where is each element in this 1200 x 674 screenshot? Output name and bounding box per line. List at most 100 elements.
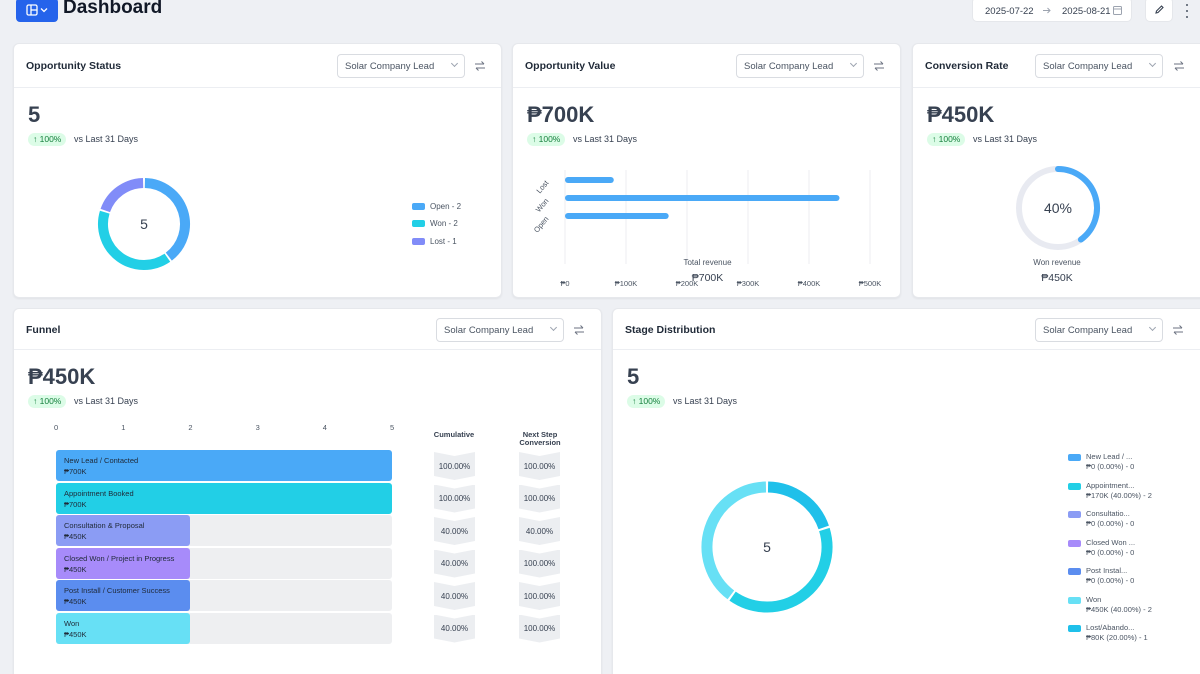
card-title: Conversion Rate: [925, 60, 1009, 72]
donut-slice-won[interactable]: [98, 210, 171, 270]
bar-lost[interactable]: [565, 177, 614, 183]
chart-caption-value: ₱700K: [691, 272, 724, 284]
edit-dashboard-button[interactable]: [1145, 0, 1173, 22]
cumulative-cell: 100.00%: [434, 485, 475, 513]
funnel-stage-bar[interactable]: Appointment Booked ₱700K: [56, 482, 392, 514]
donut-slice-lost[interactable]: [100, 178, 144, 213]
stage-legend-item[interactable]: Closed Won ... ₱0 (0.00%) - 0: [1068, 538, 1168, 560]
next-step-cell: 100.00%: [519, 452, 560, 480]
card-header: Stage Distribution Solar Company Lead: [613, 309, 1200, 350]
conversion-rate-card: Conversion Rate Solar Company Lead ₱450K…: [912, 43, 1200, 298]
stage-legend-item[interactable]: Consultatio... ₱0 (0.00%) - 0: [1068, 509, 1168, 531]
opportunity-status-card: Opportunity Status Solar Company Lead 5 …: [13, 43, 502, 298]
funnel-stage-bar[interactable]: Post Install / Customer Success ₱450K: [56, 580, 191, 611]
cumulative-cell: 40.00%: [434, 550, 475, 578]
swap-arrows-icon[interactable]: [1172, 324, 1184, 336]
swap-arrows-icon[interactable]: [474, 60, 486, 72]
stage-legend-item[interactable]: Post Instal... ₱0 (0.00%) - 0: [1068, 566, 1168, 588]
layout-switcher-button[interactable]: [16, 0, 58, 22]
donut-slice-won[interactable]: [701, 481, 767, 600]
legend-swatch: [412, 238, 425, 245]
more-options-icon[interactable]: [1184, 4, 1190, 18]
swap-arrows-icon[interactable]: [1173, 60, 1185, 72]
legend-swatch: [412, 220, 425, 227]
donut-slice-appointment-[interactable]: [729, 527, 833, 613]
legend-swatch: [1068, 454, 1081, 461]
chart-caption: Won revenue: [1033, 258, 1081, 267]
change-badge: ↑ 100%: [527, 133, 566, 146]
next-step-cell: 100.00%: [519, 485, 560, 513]
bar-open[interactable]: [565, 213, 669, 219]
funnel-axis-tick: 0: [54, 423, 59, 432]
card-title: Funnel: [26, 324, 61, 336]
funnel-axis-tick: 3: [255, 423, 260, 432]
x-tick-label: ₱0: [560, 279, 569, 288]
donut-slice-open[interactable]: [144, 178, 190, 261]
legend-swatch: [1068, 482, 1081, 490]
pipeline-select[interactable]: Solar Company Lead: [337, 54, 465, 78]
date-range-picker[interactable]: 2025-07-22 2025-08-21: [972, 0, 1132, 22]
pipeline-select[interactable]: Solar Company Lead: [736, 54, 864, 78]
calendar-icon: [1113, 6, 1122, 15]
cumulative-cell: 40.00%: [434, 582, 475, 610]
page-title: Dashboard: [63, 0, 163, 18]
funnel-stage-bar[interactable]: New Lead / Contacted ₱700K: [56, 450, 392, 481]
bar-won[interactable]: [565, 195, 840, 201]
chevron-down-icon: [849, 59, 858, 68]
cumulative-cell: 100.00%: [434, 452, 475, 480]
card-header: Funnel Solar Company Lead: [14, 309, 601, 350]
funnel-stage-amount: ₱450K: [64, 564, 87, 574]
pipeline-select[interactable]: Solar Company Lead: [1035, 318, 1163, 342]
pipeline-select[interactable]: Solar Company Lead: [1035, 54, 1163, 78]
funnel-stage-name: New Lead / Contacted: [64, 456, 139, 465]
top-bar: Dashboard 2025-07-22 2025-08-21: [0, 0, 1200, 28]
x-tick-label: ₱500K: [859, 279, 882, 288]
pipeline-select[interactable]: Solar Company Lead: [436, 318, 564, 342]
x-tick-label: ₱300K: [737, 279, 760, 288]
comparison-text: vs Last 31 Days: [973, 134, 1038, 144]
stage-legend-item[interactable]: New Lead / ... ₱0 (0.00%) - 0: [1068, 452, 1168, 474]
conversion-gauge: 40%: [1016, 166, 1100, 250]
funnel-stage-bar[interactable]: Won ₱450K: [56, 612, 191, 644]
chevron-down-icon: [450, 59, 459, 68]
y-tick-label: Lost: [535, 178, 552, 195]
comparison-text: vs Last 31 Days: [573, 134, 638, 144]
metric-value: ₱450K: [28, 364, 96, 389]
metric-value: ₱450K: [927, 102, 995, 127]
card-header: Conversion Rate Solar Company Lead: [913, 44, 1200, 88]
legend-swatch: [1068, 539, 1081, 547]
cumulative-header: Cumulative: [433, 430, 475, 439]
pencil-icon: [1154, 5, 1164, 14]
date-end: 2025-08-21: [1062, 6, 1111, 17]
gauge-progress-arc: [1055, 166, 1100, 243]
stage-legend-item[interactable]: Appointment... ₱170K (40.00%) - 2: [1068, 481, 1168, 503]
comparison-text: vs Last 31 Days: [74, 134, 139, 144]
opportunity-value-card: Opportunity Value Solar Company Lead ₱70…: [512, 43, 901, 298]
stage-legend-item[interactable]: Lost/Abando... ₱80K (20.00%) - 1: [1068, 623, 1168, 645]
opportunity-status-donut: 5: [98, 178, 190, 270]
donut-center-value: 5: [763, 539, 771, 555]
funnel-card: Funnel Solar Company Lead ₱450K ↑ 100% v…: [13, 308, 602, 674]
swap-arrows-icon[interactable]: [573, 324, 585, 336]
donut-slice-lost-abando-[interactable]: [767, 481, 829, 530]
funnel-stage-amount: ₱700K: [64, 499, 87, 509]
metric-value: ₱700K: [527, 102, 595, 127]
legend-swatch: [1068, 568, 1081, 575]
date-start: 2025-07-22: [985, 6, 1034, 17]
stage-legend-item[interactable]: Won ₱450K (40.00%) - 2: [1068, 595, 1168, 617]
funnel-stage-bar[interactable]: Consultation & Proposal ₱450K: [56, 515, 191, 546]
stage-distribution-card: Stage Distribution Solar Company Lead 5 …: [612, 308, 1200, 674]
legend-swatch: [1068, 625, 1081, 632]
funnel-stage-bar[interactable]: Closed Won / Project in Progress ₱450K: [56, 547, 191, 579]
x-tick-label: ₱100K: [615, 279, 638, 288]
comparison-text: vs Last 31 Days: [74, 396, 139, 406]
card-title: Stage Distribution: [625, 324, 716, 336]
funnel-stage-name: Consultation & Proposal: [64, 521, 145, 530]
swap-arrows-icon[interactable]: [873, 60, 885, 72]
legend-swatch: [1068, 511, 1081, 518]
x-tick-label: ₱200K: [676, 279, 699, 288]
funnel-axis-tick: 1: [121, 423, 126, 432]
next-step-cell: 100.00%: [519, 615, 560, 643]
donut-center-value: 5: [140, 216, 148, 232]
change-badge: ↑ 100%: [627, 395, 666, 408]
